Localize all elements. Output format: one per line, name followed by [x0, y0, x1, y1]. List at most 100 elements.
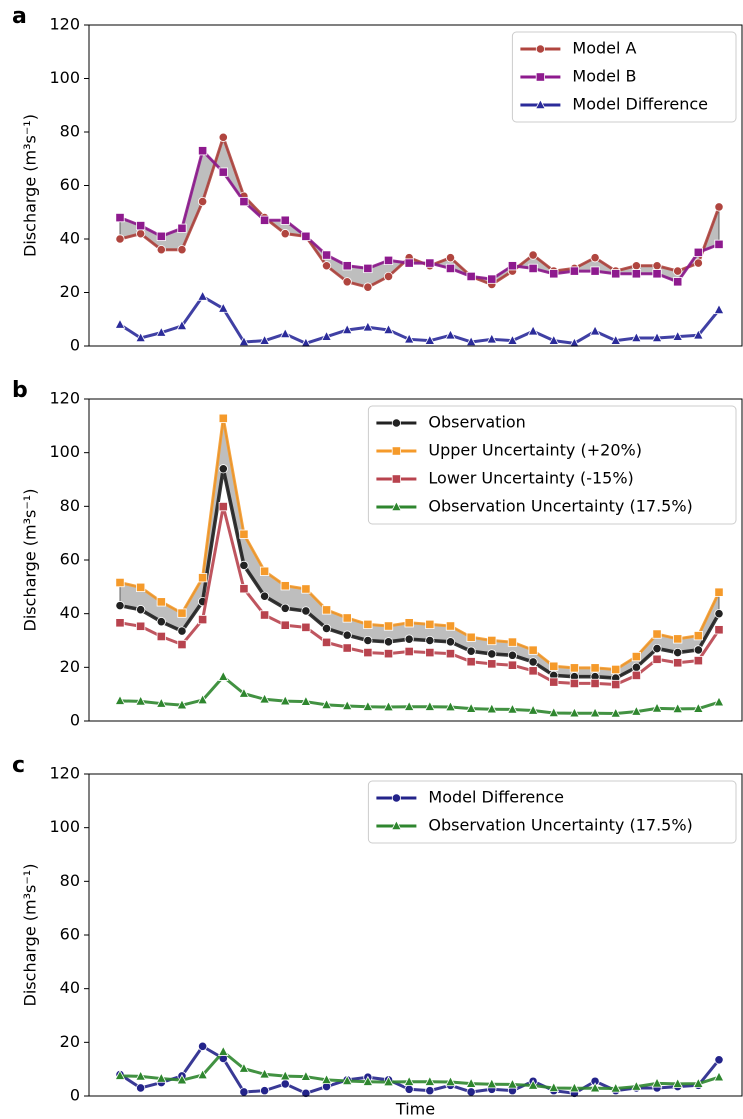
marker: [239, 196, 249, 207]
y-axis-label: Discharge (m³s⁻¹): [21, 489, 40, 632]
marker: [425, 635, 435, 646]
marker: [486, 333, 498, 344]
marker: [714, 1055, 724, 1065]
marker: [590, 266, 600, 276]
marker: [383, 700, 394, 712]
marker: [445, 649, 456, 659]
y-tick-label: 120: [49, 764, 80, 783]
marker: [714, 239, 724, 249]
y-tick-label: 20: [60, 1032, 80, 1051]
marker: [115, 601, 125, 611]
marker: [425, 647, 435, 658]
series: [115, 502, 724, 690]
marker: [692, 329, 704, 340]
marker: [590, 678, 600, 689]
marker: [404, 646, 414, 657]
marker: [693, 645, 703, 655]
marker: [279, 1070, 291, 1081]
marker: [114, 1069, 126, 1080]
marker: [238, 687, 250, 698]
y-tick-label: 80: [60, 496, 80, 515]
marker: [692, 702, 704, 713]
marker: [445, 637, 456, 647]
marker: [342, 261, 352, 271]
marker: [362, 1075, 374, 1086]
y-tick-label: 60: [60, 925, 80, 944]
marker: [651, 702, 663, 713]
legend-label: Model A: [572, 39, 636, 58]
marker: [176, 699, 188, 710]
marker: [425, 1086, 435, 1096]
y-tick-label: 80: [60, 871, 80, 890]
legend-box: [511, 31, 737, 123]
marker: [135, 695, 147, 706]
marker: [391, 819, 402, 831]
marker: [259, 1068, 270, 1079]
marker: [259, 591, 270, 601]
marker: [301, 606, 311, 616]
marker: [280, 603, 290, 613]
marker: [507, 637, 518, 647]
marker: [569, 707, 580, 718]
marker: [321, 637, 332, 647]
marker: [404, 618, 414, 628]
marker: [198, 614, 208, 625]
marker: [176, 1074, 188, 1085]
marker: [424, 334, 436, 345]
marker: [115, 577, 125, 588]
marker: [342, 613, 352, 623]
y-tick-label: 120: [49, 389, 80, 408]
marker: [673, 647, 683, 658]
marker: [631, 670, 641, 680]
marker: [363, 263, 373, 274]
marker: [156, 631, 166, 642]
marker: [280, 620, 290, 630]
marker: [198, 573, 208, 583]
y-tick-label: 120: [49, 15, 80, 34]
marker: [239, 529, 249, 539]
legend-label: Observation Uncertainty (17.5%): [428, 497, 692, 516]
marker: [259, 1086, 270, 1096]
y-tick-label: 20: [60, 282, 80, 301]
marker: [177, 626, 187, 636]
marker: [535, 98, 546, 110]
y-tick-label: 40: [60, 978, 80, 997]
marker: [528, 657, 538, 667]
marker: [507, 703, 518, 714]
marker: [259, 215, 270, 225]
plot-frame: [88, 24, 743, 347]
marker: [177, 245, 187, 255]
marker: [217, 1045, 229, 1056]
legend-label: Lower Uncertainty (-15%): [428, 469, 633, 488]
marker: [136, 229, 146, 239]
marker: [135, 1070, 147, 1081]
marker: [507, 1078, 518, 1089]
marker: [590, 253, 600, 263]
series: [114, 290, 725, 348]
panel-label: b: [12, 378, 28, 403]
marker: [487, 659, 497, 669]
marker: [549, 661, 559, 671]
marker: [383, 255, 394, 266]
legend-box: [367, 405, 737, 525]
marker: [549, 677, 559, 687]
marker: [589, 325, 601, 336]
marker: [590, 663, 600, 673]
marker: [652, 269, 662, 279]
y-tick-label: 60: [60, 550, 80, 569]
marker: [404, 634, 414, 644]
marker: [218, 464, 228, 474]
marker: [198, 196, 208, 207]
marker: [197, 290, 208, 301]
marker: [321, 698, 332, 709]
marker: [321, 605, 332, 615]
marker: [528, 645, 538, 655]
marker: [487, 635, 497, 646]
marker: [673, 277, 683, 287]
marker: [300, 337, 312, 348]
marker: [259, 693, 270, 704]
marker: [198, 146, 208, 156]
marker: [527, 325, 539, 336]
series-line: [119, 295, 721, 345]
marker: [672, 702, 684, 714]
